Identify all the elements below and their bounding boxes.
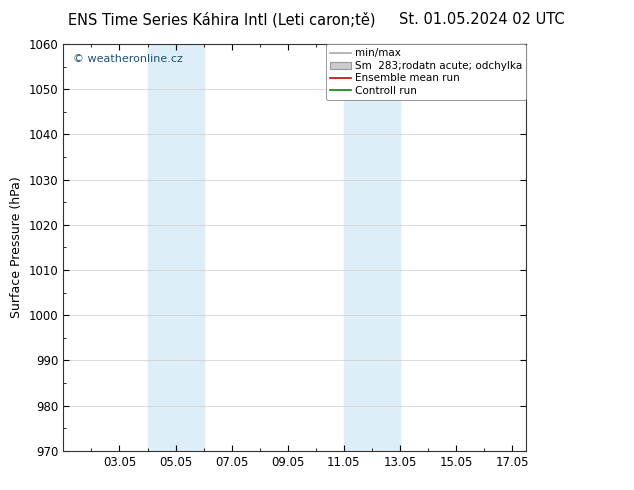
Text: © weatheronline.cz: © weatheronline.cz xyxy=(73,54,183,64)
Legend: min/max, Sm  283;rodatn acute; odchylka, Ensemble mean run, Controll run: min/max, Sm 283;rodatn acute; odchylka, … xyxy=(326,44,526,100)
Bar xyxy=(344,44,400,451)
Text: ENS Time Series Káhira Intl (Leti caron;tě): ENS Time Series Káhira Intl (Leti caron;… xyxy=(68,12,376,28)
Text: St. 01.05.2024 02 UTC: St. 01.05.2024 02 UTC xyxy=(399,12,565,27)
Bar xyxy=(148,44,204,451)
Y-axis label: Surface Pressure (hPa): Surface Pressure (hPa) xyxy=(10,176,23,318)
